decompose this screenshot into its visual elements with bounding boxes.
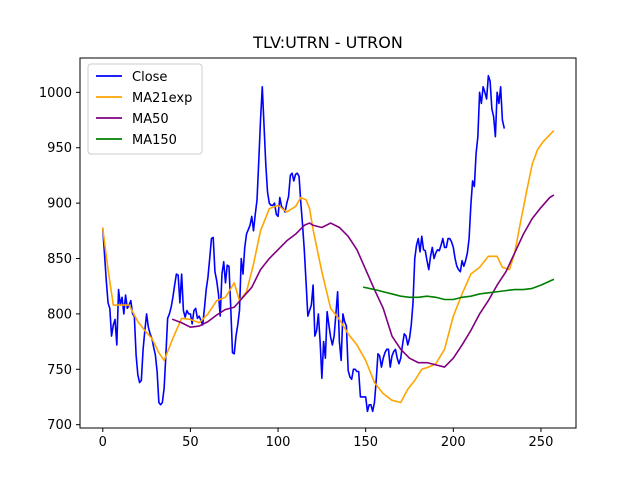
y-tick-label: 700 <box>47 418 72 433</box>
y-tick-label: 900 <box>47 197 72 212</box>
legend-label-close: Close <box>132 70 167 85</box>
legend-box <box>87 63 203 155</box>
x-tick-label: 100 <box>266 435 291 450</box>
x-tick-label: 150 <box>353 435 378 450</box>
series-line-ma150 <box>362 278 555 301</box>
y-tick-label: 950 <box>47 141 72 156</box>
x-tick-label: 0 <box>99 435 107 450</box>
y-tick-label: 850 <box>47 252 72 267</box>
x-tick-label: 50 <box>182 435 199 450</box>
y-tick-label: 1000 <box>39 86 72 101</box>
x-tick-label: 200 <box>441 435 466 450</box>
y-axis: 700 750 800 850 900 950 1000 <box>39 86 80 433</box>
legend-label-ma150: MA150 <box>132 133 177 148</box>
x-axis: 0 50 100 150 200 250 <box>99 428 554 450</box>
y-tick-label: 800 <box>47 307 72 322</box>
legend-label-ma21exp: MA21exp <box>132 91 192 106</box>
series-line-ma21exp <box>101 129 555 404</box>
series-line-close <box>101 74 506 413</box>
legend-label-ma50: MA50 <box>132 112 169 127</box>
y-tick-label: 750 <box>47 363 72 378</box>
chart-title: TLV:UTRN - UTRON <box>252 33 403 52</box>
plot-frame <box>79 57 577 429</box>
legend: Close MA21exp MA50 MA150 <box>87 63 203 155</box>
series-layer <box>101 74 555 413</box>
x-tick-label: 250 <box>529 435 554 450</box>
